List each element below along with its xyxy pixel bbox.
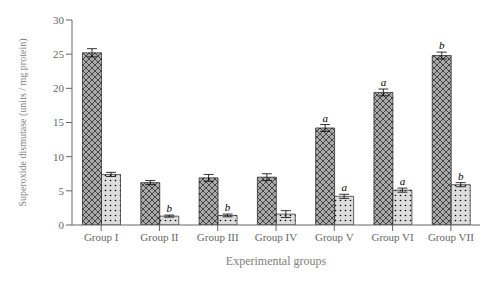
svg-text:Group III: Group III	[197, 231, 239, 243]
svg-text:Experimental groups: Experimental groups	[226, 254, 327, 268]
svg-text:a: a	[341, 181, 347, 193]
svg-text:a: a	[381, 76, 387, 88]
svg-text:25: 25	[53, 48, 65, 60]
svg-text:10: 10	[53, 151, 65, 163]
svg-text:Group V: Group V	[315, 231, 354, 243]
svg-text:Group VII: Group VII	[428, 231, 474, 243]
svg-text:b: b	[167, 202, 173, 214]
svg-text:Group VI: Group VI	[371, 231, 414, 243]
svg-text:0: 0	[59, 219, 65, 231]
svg-text:a: a	[322, 112, 328, 124]
svg-text:30: 30	[53, 14, 65, 26]
svg-text:Group I: Group I	[84, 231, 119, 243]
svg-text:15: 15	[53, 116, 65, 128]
svg-text:b: b	[458, 170, 464, 182]
svg-text:Superoxide dismutase (units /: Superoxide dismutase (units / mg protein…	[17, 38, 29, 206]
svg-text:b: b	[225, 201, 231, 213]
svg-text:20: 20	[53, 82, 65, 94]
svg-text:a: a	[400, 175, 406, 187]
svg-text:Group II: Group II	[140, 231, 179, 243]
svg-text:5: 5	[59, 185, 65, 197]
svg-text:Group IV: Group IV	[255, 231, 298, 243]
svg-text:b: b	[439, 39, 445, 51]
